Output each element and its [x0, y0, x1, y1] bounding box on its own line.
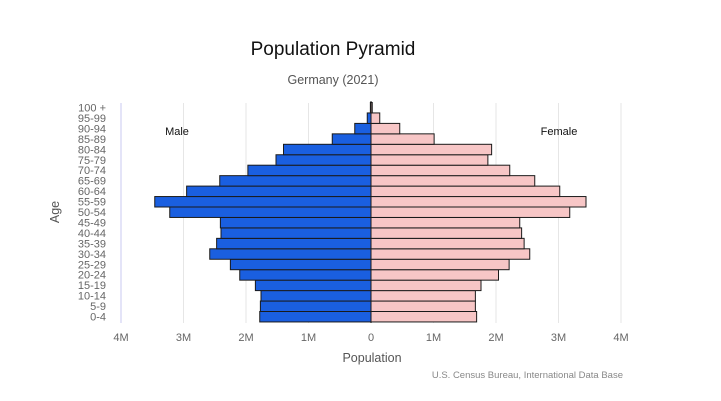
population-tick-label: 4M: [613, 332, 628, 344]
age-tick-label: 20-24: [78, 270, 106, 282]
age-tick-label: 50-54: [78, 207, 106, 219]
age-tick-label: 65-69: [78, 176, 106, 188]
age-tick-label: 95-99: [78, 113, 106, 125]
age-tick-label: 40-44: [78, 228, 106, 240]
male-bar-85-89: [331, 133, 372, 145]
female-bar-15-19: [370, 279, 482, 292]
male-bar-90-94: [354, 122, 372, 135]
female-bar-50-54: [370, 206, 571, 218]
population-tick-label: 4M: [113, 332, 128, 344]
age-tick-label: 30-34: [78, 249, 106, 261]
female-bar-0-4: [370, 311, 478, 323]
male-bar-10-14: [260, 290, 372, 302]
age-tick-labels: 0-45-910-1415-1920-2425-2930-3435-3940-4…: [78, 103, 106, 324]
age-tick-label: 15-19: [78, 280, 106, 292]
source-credit: U.S. Census Bureau, International Data B…: [432, 370, 623, 381]
female-bar-5-9: [370, 300, 476, 312]
female-bar-55-59: [370, 196, 587, 208]
age-tick-label: 0-4: [90, 312, 106, 324]
age-tick-label: 70-74: [78, 165, 106, 177]
female-bar-85-89: [370, 133, 435, 145]
age-tick-label: 25-29: [78, 259, 106, 271]
female-bar-25-29: [370, 258, 510, 271]
chart-title: Population Pyramid: [251, 39, 416, 60]
age-tick-label: 90-94: [78, 123, 106, 135]
age-tick-label: 10-14: [78, 291, 106, 303]
male-bar-70-74: [247, 164, 372, 177]
age-tick-label: 85-89: [78, 134, 106, 146]
age-tick-label: 35-39: [78, 238, 106, 250]
male-bar-15-19: [254, 279, 372, 292]
male-bar-35-39: [216, 237, 372, 250]
chart-subtitle: Germany (2021): [287, 73, 378, 87]
male-bar-45-49: [219, 216, 372, 229]
male-bar-25-29: [229, 258, 372, 271]
female-bar-70-74: [370, 164, 511, 177]
population-tick-label: 3M: [176, 332, 191, 344]
y-axis-label: Age: [48, 201, 62, 223]
population-tick-label: 3M: [551, 332, 566, 344]
female-bar-35-39: [370, 237, 525, 250]
male-bar-75-79: [275, 154, 372, 166]
male-bar-30-34: [209, 248, 372, 260]
x-axis-label: Population: [342, 351, 401, 365]
female-bar-90-94: [370, 122, 401, 135]
male-bar-40-44: [220, 227, 372, 239]
age-tick-label: 45-49: [78, 217, 106, 229]
male-bar-60-64: [186, 185, 372, 198]
population-tick-label: 0: [368, 332, 374, 344]
age-tick-label: 75-79: [78, 155, 106, 167]
male-bar-65-69: [219, 175, 372, 187]
population-tick-label: 1M: [426, 332, 441, 344]
bars: [154, 101, 587, 323]
male-bar-50-54: [169, 206, 372, 218]
male-bar-55-59: [154, 196, 372, 208]
age-tick-label: 80-84: [78, 144, 106, 156]
female-bar-20-24: [370, 269, 499, 281]
male-label: Male: [165, 126, 189, 138]
age-tick-label: 55-59: [78, 197, 106, 209]
female-bar-30-34: [370, 248, 531, 260]
male-bar-5-9: [259, 300, 372, 312]
male-bar-95-99: [366, 112, 372, 124]
population-tick-label: 2M: [488, 332, 503, 344]
female-bar-40-44: [370, 227, 523, 239]
population-tick-label: 2M: [238, 332, 253, 344]
female-bar-10-14: [370, 290, 476, 302]
male-bar-0-4: [259, 311, 372, 323]
female-label: Female: [541, 126, 578, 138]
female-bar-95-99: [370, 112, 381, 124]
female-bar-65-69: [370, 175, 536, 187]
female-bar-80-84: [370, 143, 493, 156]
male-bar-80-84: [283, 143, 372, 156]
female-bar-60-64: [370, 185, 561, 198]
age-tick-label: 60-64: [78, 186, 106, 198]
female-bar-45-49: [370, 216, 521, 229]
age-tick-label: 100 +: [78, 103, 106, 115]
female-bar-75-79: [370, 154, 489, 166]
male-bar-20-24: [239, 269, 372, 281]
population-tick-label: 1M: [301, 332, 316, 344]
population-tick-labels: 4M 3M 2M 1M 0 1M 2M 3M 4M: [113, 332, 628, 344]
age-tick-label: 5-9: [90, 301, 106, 313]
